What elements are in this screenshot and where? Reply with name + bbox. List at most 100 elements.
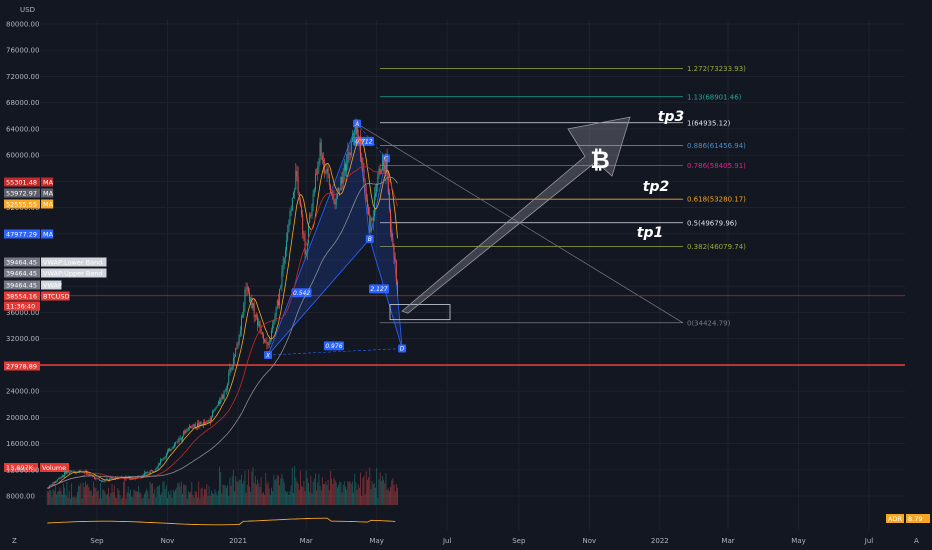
candle-body <box>340 177 342 191</box>
volume-bar <box>338 484 339 505</box>
candle-body <box>353 136 355 138</box>
candle-body <box>265 341 267 343</box>
volume-bar <box>118 490 120 505</box>
volume-bar <box>306 478 308 505</box>
candle-body <box>316 173 318 175</box>
volume-bar <box>244 470 246 505</box>
adr-pane: ADR 8.79 <box>47 514 930 526</box>
volume-bar <box>130 489 131 505</box>
volume-bar <box>323 484 324 505</box>
candle-body <box>247 286 249 292</box>
volume-bar <box>227 485 229 505</box>
candle-body <box>189 426 190 428</box>
volume-bar <box>363 475 365 505</box>
volume-bar <box>328 490 330 505</box>
price-tag-label-box <box>41 268 107 278</box>
y-tick-label: 76000.00 <box>6 47 39 55</box>
adr-name-tag <box>886 514 904 523</box>
candle-body <box>324 162 326 174</box>
volume-bar <box>353 492 355 505</box>
candle-body <box>224 390 226 391</box>
volume-bar <box>93 481 94 505</box>
volume-bar <box>358 487 360 505</box>
price-tag-label-box <box>41 199 54 209</box>
candle-body <box>79 470 81 472</box>
candle-body <box>89 474 91 476</box>
candle-body <box>169 448 171 452</box>
candle-body <box>115 478 116 479</box>
volume-bar <box>133 489 135 505</box>
fib-level-label: 1.13(68901.46) <box>687 93 742 101</box>
volume-bar <box>183 484 185 505</box>
candle-body <box>227 383 229 390</box>
volume-bar <box>250 491 252 505</box>
candle-body <box>152 470 153 472</box>
price-tag-label: VWAP <box>43 282 62 290</box>
volume-bar <box>325 481 327 505</box>
candle-body <box>113 478 115 480</box>
candle-body <box>73 471 75 472</box>
harmonic-ratio-label: 2.127 <box>370 286 387 293</box>
candle-body <box>160 460 162 464</box>
volume-bar <box>266 484 268 505</box>
candle-body <box>217 401 219 406</box>
volume-bar <box>170 490 172 505</box>
harmonic-point-marker <box>398 344 407 353</box>
candle-body <box>140 476 142 478</box>
volume-bar <box>58 490 60 505</box>
volume-bar <box>243 480 245 505</box>
candle-body <box>242 315 244 318</box>
log-scale-button[interactable]: A <box>914 537 919 545</box>
volume-bar <box>296 481 298 505</box>
price-tag-label-box <box>41 291 70 301</box>
volume-bar <box>91 495 93 505</box>
volume-bar <box>284 490 286 505</box>
volume-bar <box>273 474 275 505</box>
candle-body <box>254 315 256 318</box>
price-tag-label: VWAP:Lower Band <box>43 259 102 267</box>
volume-bar <box>235 476 237 505</box>
harmonic-point-label: X <box>265 352 271 359</box>
currency-label: USD <box>20 6 35 14</box>
price-tag-value-box <box>4 257 40 267</box>
volume-bar <box>341 492 343 505</box>
volume-bar <box>176 487 178 505</box>
candle-body <box>370 218 372 232</box>
volume-bar <box>280 478 282 505</box>
volume-bar <box>379 472 381 505</box>
candle-body <box>371 218 373 220</box>
volume-bar <box>324 483 326 505</box>
x-tick-label: Jul <box>864 537 874 545</box>
candle-body <box>234 357 235 359</box>
x-axis[interactable]: Sep Nov 2021 Mar May Jul Sep Nov 2022 Mar May Jul <box>90 537 873 545</box>
volume-bar <box>126 492 128 505</box>
candle-body <box>165 453 167 457</box>
volume-bar <box>184 484 186 505</box>
candle-body <box>106 479 108 480</box>
candle-body <box>383 162 385 166</box>
volume-bar <box>100 482 101 505</box>
candle-body <box>287 232 289 241</box>
harmonic-point-label: B <box>368 236 372 243</box>
auto-scale-button[interactable]: Z <box>12 537 17 545</box>
candle-body <box>267 343 269 346</box>
volume-bar <box>161 492 163 505</box>
candle-body <box>112 478 114 480</box>
volume-bar <box>186 498 188 505</box>
candle-body <box>178 438 180 442</box>
volume-bar <box>321 477 323 505</box>
candle-body <box>111 477 113 479</box>
candle-body <box>257 316 259 326</box>
volume-bar <box>96 491 98 505</box>
price-tag-label: MA <box>43 201 54 209</box>
candle-body <box>288 223 290 233</box>
candle-body <box>101 480 103 482</box>
volume-bar <box>232 470 234 505</box>
volume-bar <box>207 495 209 505</box>
volume-bar <box>147 490 149 505</box>
volume-bar <box>348 481 350 505</box>
volume-bar <box>140 493 142 505</box>
candle-body <box>52 482 54 486</box>
volume-bar <box>101 498 103 505</box>
